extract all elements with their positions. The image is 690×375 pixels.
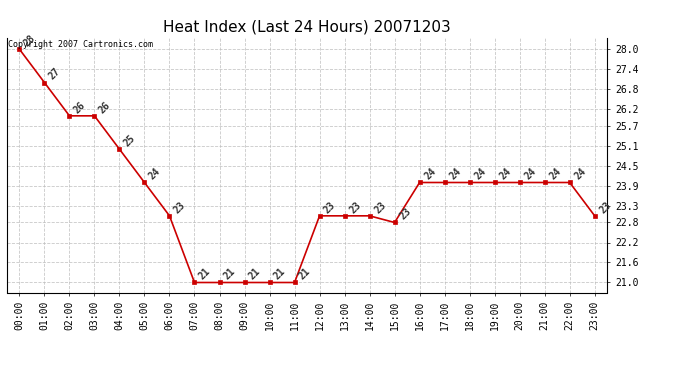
Text: 26: 26 [72, 100, 88, 115]
Text: 21: 21 [222, 266, 237, 282]
Text: 26: 26 [97, 100, 112, 115]
Text: 24: 24 [522, 166, 538, 182]
Text: 21: 21 [273, 266, 288, 282]
Text: 25: 25 [122, 133, 137, 148]
Text: 23: 23 [397, 206, 413, 222]
Text: 21: 21 [197, 266, 213, 282]
Title: Heat Index (Last 24 Hours) 20071203: Heat Index (Last 24 Hours) 20071203 [163, 20, 451, 35]
Text: 24: 24 [547, 166, 563, 182]
Text: 28: 28 [22, 33, 37, 48]
Text: 24: 24 [573, 166, 588, 182]
Text: 24: 24 [147, 166, 163, 182]
Text: 21: 21 [247, 266, 263, 282]
Text: 23: 23 [598, 200, 613, 215]
Text: 21: 21 [297, 266, 313, 282]
Text: 23: 23 [347, 200, 363, 215]
Text: 24: 24 [447, 166, 463, 182]
Text: 23: 23 [172, 200, 188, 215]
Text: 27: 27 [47, 66, 63, 82]
Text: 24: 24 [473, 166, 488, 182]
Text: 24: 24 [497, 166, 513, 182]
Text: Copyright 2007 Cartronics.com: Copyright 2007 Cartronics.com [8, 40, 153, 49]
Text: 24: 24 [422, 166, 437, 182]
Text: 23: 23 [373, 200, 388, 215]
Text: 23: 23 [322, 200, 337, 215]
